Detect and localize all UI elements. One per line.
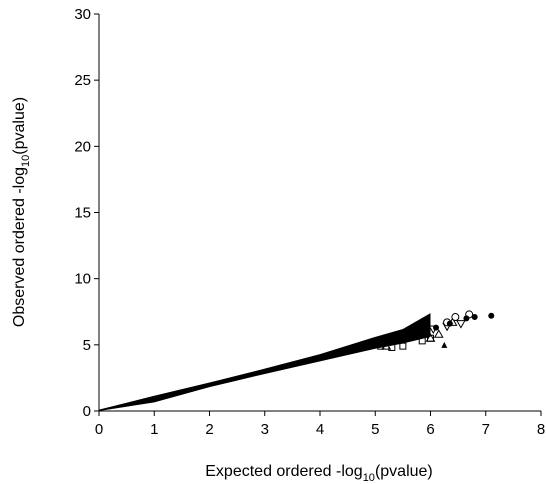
filled-triangle-point (441, 341, 448, 348)
square-point (399, 342, 407, 350)
y-tick-label: 5 (83, 337, 91, 354)
x-tick-label: 2 (205, 421, 213, 438)
data-marks (99, 310, 495, 411)
x-axis-title: Expected ordered -log10(pvalue) (205, 463, 433, 484)
x-tick-label: 0 (95, 421, 103, 438)
down-triangle-point (456, 320, 466, 329)
x-tick-label: 8 (537, 421, 545, 438)
y-tick-label: 20 (74, 138, 91, 155)
y-tick-label: 30 (74, 6, 91, 23)
x-tick-label: 4 (316, 421, 324, 438)
y-tick-label: 15 (74, 205, 91, 222)
y-ticks: 0 5 10 15 20 25 30 (74, 6, 99, 420)
filled-circle-point (471, 314, 478, 321)
triangle-point (381, 341, 392, 350)
filled-circle-point (488, 312, 495, 319)
triangle-point (433, 329, 444, 338)
open-circle-point (451, 313, 460, 322)
filled-circle-point (433, 324, 440, 331)
x-tick-label: 3 (261, 421, 269, 438)
x-tick-label: 6 (426, 421, 434, 438)
x-tick-label: 5 (371, 421, 379, 438)
y-tick-label: 0 (83, 403, 91, 420)
triangle-point (425, 333, 436, 342)
filled-circle-point (463, 315, 470, 322)
y-axis-title: Observed ordered -log10(pvalue) (11, 97, 32, 327)
x-tick-label: 1 (150, 421, 158, 438)
y-tick-label: 25 (74, 72, 91, 89)
x-tick-label: 7 (482, 421, 490, 438)
square-point (418, 337, 426, 345)
y-tick-label: 10 (74, 271, 91, 288)
filled-circle-point (446, 320, 453, 327)
x-ticks: 0 1 2 3 4 5 6 7 8 (95, 411, 545, 438)
